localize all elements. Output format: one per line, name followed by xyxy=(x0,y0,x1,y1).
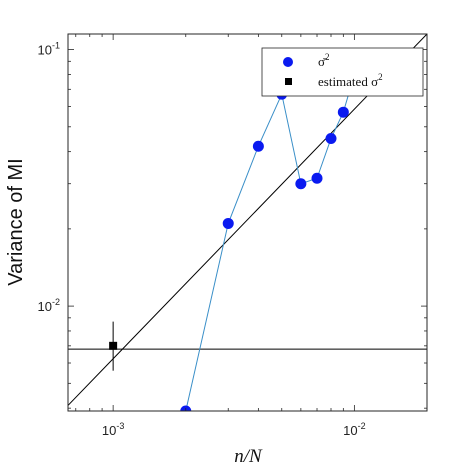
y-axis-label: Variance of MI xyxy=(5,158,27,285)
legend-label-mean-variance: σ̄2 xyxy=(318,52,330,69)
x-tick-label: 10-3 xyxy=(102,421,124,438)
legend-label-estimated-variance: estimated σ2 xyxy=(318,72,383,89)
mean-variance-point xyxy=(311,172,323,184)
estimated-variance-point xyxy=(109,341,118,350)
mean-variance-point xyxy=(337,106,349,118)
legend-box xyxy=(261,47,424,97)
legend-marker-mean-variance xyxy=(283,57,293,67)
legend-marker-estimated-variance xyxy=(285,78,292,85)
axis-ticks: 10-3 10-2 10-2 10-1 xyxy=(38,34,427,438)
x-axis-label: n/N xyxy=(234,446,263,467)
mean-variance-point xyxy=(325,133,337,145)
legend: σ̄2 estimated σ2 xyxy=(261,47,424,97)
mean-variance-point xyxy=(222,217,234,229)
y-tick-label: 10-2 xyxy=(38,297,60,314)
x-tick-label: 10-2 xyxy=(343,421,365,438)
plot-frame xyxy=(67,33,428,412)
mean-variance-point xyxy=(252,140,264,152)
mean-variance-point xyxy=(295,178,307,190)
y-tick-label: 10-1 xyxy=(38,41,60,58)
plot-area xyxy=(68,34,427,411)
